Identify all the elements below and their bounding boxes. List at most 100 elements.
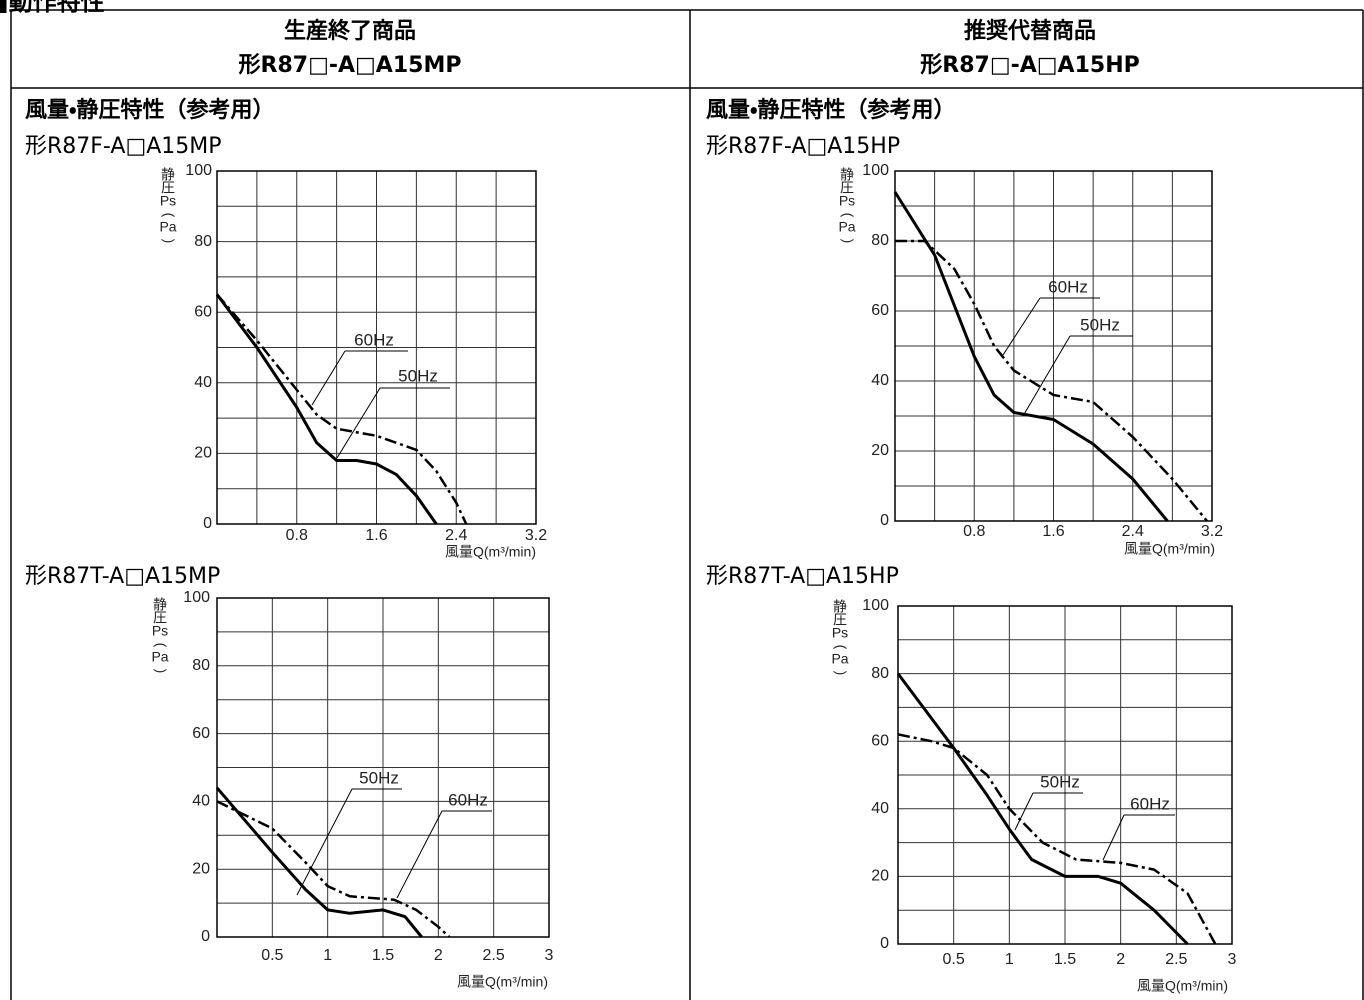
y-axis-label: Ps (839, 193, 855, 209)
label-leader (311, 350, 346, 406)
y-axis-label: 静 (833, 599, 847, 615)
x-axis-label: 風量Q(m³/min) (1124, 541, 1215, 557)
x-tick-label: 3 (1228, 951, 1237, 968)
series-label: 60Hz (1048, 277, 1088, 296)
series-line (215, 293, 438, 525)
y-tick-label: 80 (871, 232, 889, 249)
x-tick-label: 2.5 (1165, 951, 1187, 968)
series-label: 50Hz (1040, 772, 1080, 791)
x-tick-label: 0.5 (943, 951, 965, 968)
series-line (893, 191, 1169, 522)
plot-frame (894, 170, 1213, 522)
y-axis-label: ( (833, 645, 849, 650)
y-tick-label: 40 (192, 793, 210, 810)
y-tick-label: 80 (192, 657, 210, 674)
x-tick-label: 1 (323, 947, 332, 964)
label-leader (1014, 792, 1034, 831)
x-tick-label: 0.8 (286, 527, 308, 544)
y-axis-label: Pa (838, 219, 855, 235)
series-label: 50Hz (398, 366, 438, 385)
y-tick-label: 40 (871, 800, 889, 817)
y-axis-label: 圧 (153, 610, 167, 626)
x-tick-label: 2.5 (483, 947, 505, 964)
y-axis-label: ( (840, 213, 856, 218)
x-tick-label: 2.4 (445, 527, 467, 544)
y-axis-label: ) (161, 239, 177, 244)
y-axis-label: Pa (831, 651, 848, 667)
y-axis-label: ) (833, 671, 849, 676)
y-tick-label: 60 (192, 725, 210, 742)
y-axis-label: Ps (160, 193, 176, 209)
chart-title: 形R87F-A□A15HP (706, 134, 901, 159)
x-tick-label: 0.5 (261, 947, 283, 964)
series-label: 60Hz (354, 330, 394, 349)
series-line (216, 293, 468, 525)
y-axis-label: 静 (161, 167, 175, 183)
column-status: 生産終了商品 (283, 19, 417, 44)
series-label: 60Hz (448, 790, 488, 809)
section-title: 風量・静圧特性（参考用） (25, 98, 275, 123)
series-label: 50Hz (359, 768, 399, 787)
series-label: 60Hz (1130, 794, 1170, 813)
series-line (216, 800, 451, 938)
x-tick-label: 3 (545, 947, 554, 964)
y-tick-label: 60 (871, 302, 889, 319)
y-tick-label: 0 (203, 515, 212, 532)
x-axis-label: 風量Q(m³/min) (457, 974, 548, 990)
y-tick-label: 20 (871, 868, 889, 885)
y-tick-label: 20 (871, 442, 889, 459)
label-leader (1022, 335, 1071, 417)
table-borders (10, 9, 1364, 1000)
y-axis-label: Pa (159, 219, 176, 235)
x-tick-label: 1.5 (1054, 951, 1076, 968)
y-axis-label: Ps (152, 623, 168, 639)
x-tick-label: 1 (1005, 951, 1014, 968)
y-axis-label: ( (153, 643, 169, 648)
y-tick-label: 80 (871, 665, 889, 682)
plot-frame (216, 170, 537, 525)
series-line (896, 672, 1189, 946)
series-line (215, 786, 423, 938)
y-tick-label: 100 (183, 589, 210, 606)
x-axis-label: 風量Q(m³/min) (445, 544, 536, 560)
y-tick-label: 100 (185, 162, 212, 179)
label-leader (1002, 297, 1041, 356)
y-tick-label: 0 (201, 928, 210, 945)
y-axis-label: Ps (832, 625, 848, 641)
y-axis-label: ( (161, 213, 177, 218)
label-leader (296, 788, 353, 896)
y-axis-label: 静 (153, 597, 167, 613)
y-tick-label: 0 (880, 935, 889, 952)
x-tick-label: 3.2 (1201, 523, 1223, 540)
x-tick-label: 3.2 (525, 527, 547, 544)
page-title: ■動作特性 (0, 0, 105, 16)
x-tick-label: 2 (1116, 951, 1125, 968)
y-tick-label: 20 (192, 860, 210, 877)
y-axis-label: 圧 (833, 612, 847, 628)
x-tick-label: 2 (434, 947, 443, 964)
y-tick-label: 0 (880, 512, 889, 529)
y-axis-label: 静 (840, 167, 854, 183)
series-line (897, 733, 1217, 945)
chart-title: 形R87T-A□A15MP (25, 564, 221, 589)
y-tick-label: 20 (194, 445, 212, 462)
y-axis-label: ) (840, 239, 856, 244)
series-line (895, 239, 1208, 522)
series-label: 50Hz (1080, 315, 1120, 334)
x-tick-label: 2.4 (1122, 523, 1144, 540)
y-axis-label: 圧 (161, 180, 175, 196)
y-tick-label: 80 (194, 233, 212, 250)
chart-title: 形R87T-A□A15HP (706, 564, 899, 589)
column-status: 推奨代替商品 (963, 19, 1097, 44)
y-tick-label: 40 (871, 372, 889, 389)
section-title: 風量・静圧特性（参考用） (706, 98, 956, 123)
y-tick-label: 100 (862, 597, 889, 614)
y-tick-label: 60 (871, 732, 889, 749)
y-axis-label: Pa (151, 649, 168, 665)
